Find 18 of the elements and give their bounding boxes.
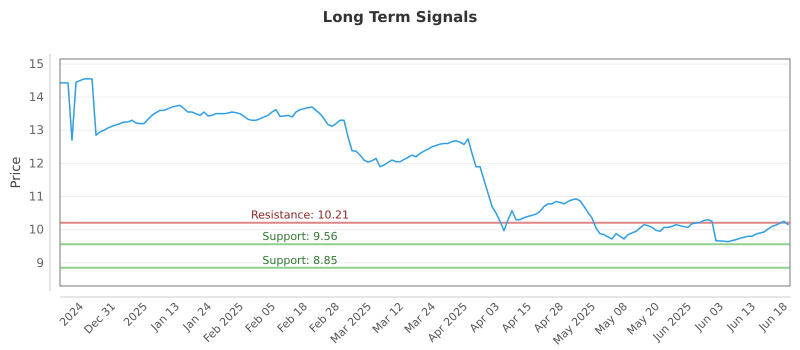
y-tick-label: 14	[28, 90, 44, 104]
y-tick-label: 9	[36, 256, 44, 270]
y-tick-label: 12	[28, 156, 44, 170]
ref-line-label: Support: 8.85	[262, 254, 338, 267]
x-tick-label: Jan 13	[148, 300, 182, 334]
y-tick-label: 11	[28, 190, 44, 204]
ref-line-label: Resistance: 10.21	[251, 208, 349, 222]
y-tick-label: 10	[28, 222, 44, 237]
y-axis-title: Price	[9, 156, 24, 188]
x-tick-label: Dec 31	[82, 300, 118, 337]
line-series	[59, 78, 789, 242]
y-tick-label: 15	[28, 56, 44, 71]
x-tick-label: Jun 13	[724, 300, 758, 334]
x-tick-label: Jun 18	[756, 300, 790, 334]
chart-title: Long Term Signals	[322, 8, 478, 26]
ref-line-label: Support: 9.56	[262, 230, 338, 244]
x-tick-label: Jun 03	[692, 300, 726, 334]
y-tick-label: 13	[28, 123, 44, 138]
